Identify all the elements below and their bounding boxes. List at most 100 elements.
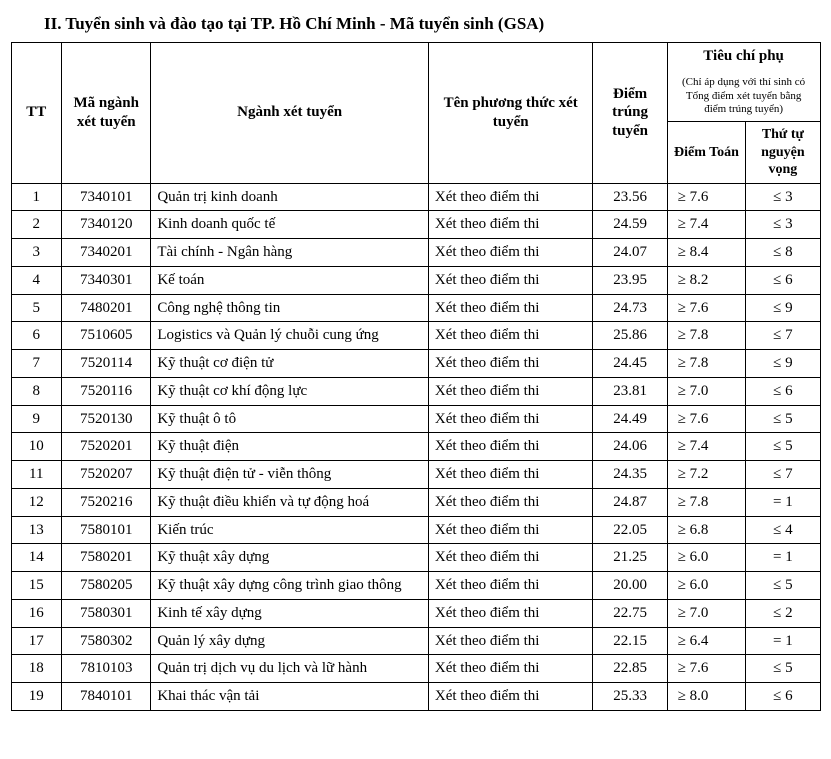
cell-tt: 5 (11, 294, 62, 322)
cell-pref: ≤ 3 (746, 211, 820, 239)
cell-code: 7520130 (62, 405, 151, 433)
cell-method: Xét theo điểm thi (428, 544, 593, 572)
cell-score: 24.49 (593, 405, 667, 433)
cell-method: Xét theo điểm thi (428, 211, 593, 239)
cell-score: 24.73 (593, 294, 667, 322)
cell-pref: ≤ 5 (746, 572, 820, 600)
table-body: 17340101Quản trị kinh doanhXét theo điểm… (11, 183, 820, 710)
cell-math: ≥ 7.2 (667, 461, 746, 489)
header-pref: Thứ tự nguyện vọng (746, 122, 820, 184)
cell-pref: ≤ 5 (746, 405, 820, 433)
cell-name: Kỹ thuật điện tử - viễn thông (151, 461, 429, 489)
cell-method: Xét theo điểm thi (428, 627, 593, 655)
cell-method: Xét theo điểm thi (428, 183, 593, 211)
criteria-caption-text: (Chỉ áp dụng với thí sinh có Tổng điểm x… (674, 74, 814, 117)
cell-pref: ≤ 7 (746, 322, 820, 350)
cell-math: ≥ 7.8 (667, 488, 746, 516)
header-method: Tên phương thức xét tuyển (428, 43, 593, 184)
cell-code: 7340301 (62, 266, 151, 294)
cell-name: Kiến trúc (151, 516, 429, 544)
cell-pref: ≤ 3 (746, 183, 820, 211)
cell-tt: 2 (11, 211, 62, 239)
cell-code: 7580201 (62, 544, 151, 572)
cell-name: Kỹ thuật điện (151, 433, 429, 461)
cell-code: 7580205 (62, 572, 151, 600)
cell-score: 22.85 (593, 655, 667, 683)
cell-name: Kinh tế xây dựng (151, 599, 429, 627)
cell-pref: = 1 (746, 544, 820, 572)
cell-method: Xét theo điểm thi (428, 461, 593, 489)
cell-math: ≥ 6.8 (667, 516, 746, 544)
cell-method: Xét theo điểm thi (428, 266, 593, 294)
cell-name: Quản trị dịch vụ du lịch và lữ hành (151, 655, 429, 683)
cell-score: 23.95 (593, 266, 667, 294)
cell-code: 7520216 (62, 488, 151, 516)
cell-math: ≥ 7.4 (667, 211, 746, 239)
cell-name: Kinh doanh quốc tế (151, 211, 429, 239)
cell-name: Kỹ thuật cơ điện tử (151, 350, 429, 378)
cell-score: 24.35 (593, 461, 667, 489)
cell-math: ≥ 7.8 (667, 350, 746, 378)
cell-pref: ≤ 8 (746, 239, 820, 267)
cell-code: 7340120 (62, 211, 151, 239)
table-head: TT Mã ngành xét tuyển Ngành xét tuyển Tê… (11, 43, 820, 184)
cell-method: Xét theo điểm thi (428, 683, 593, 711)
cell-method: Xét theo điểm thi (428, 377, 593, 405)
cell-math: ≥ 8.2 (667, 266, 746, 294)
cell-math: ≥ 7.4 (667, 433, 746, 461)
cell-tt: 9 (11, 405, 62, 433)
cell-method: Xét theo điểm thi (428, 655, 593, 683)
cell-score: 24.06 (593, 433, 667, 461)
cell-name: Kỹ thuật xây dựng (151, 544, 429, 572)
cell-tt: 11 (11, 461, 62, 489)
cell-tt: 1 (11, 183, 62, 211)
cell-tt: 7 (11, 350, 62, 378)
cell-name: Quản trị kinh doanh (151, 183, 429, 211)
cell-code: 7520116 (62, 377, 151, 405)
cell-pref: = 1 (746, 488, 820, 516)
cell-name: Kỹ thuật điều khiển và tự động hoá (151, 488, 429, 516)
cell-code: 7480201 (62, 294, 151, 322)
cell-math: ≥ 7.6 (667, 405, 746, 433)
cell-score: 22.75 (593, 599, 667, 627)
cell-name: Công nghệ thông tin (151, 294, 429, 322)
cell-code: 7520207 (62, 461, 151, 489)
table-row: 197840101Khai thác vận tảiXét theo điểm … (11, 683, 820, 711)
cell-score: 24.59 (593, 211, 667, 239)
cell-code: 7340201 (62, 239, 151, 267)
cell-score: 23.56 (593, 183, 667, 211)
cell-method: Xét theo điểm thi (428, 433, 593, 461)
cell-tt: 3 (11, 239, 62, 267)
cell-tt: 15 (11, 572, 62, 600)
table-row: 117520207Kỹ thuật điện tử - viễn thôngXé… (11, 461, 820, 489)
cell-name: Kỹ thuật xây dựng công trình giao thông (151, 572, 429, 600)
header-criteria-caption: (Chỉ áp dụng với thí sinh có Tổng điểm x… (667, 70, 820, 122)
cell-code: 7580302 (62, 627, 151, 655)
table-row: 37340201Tài chính - Ngân hàngXét theo đi… (11, 239, 820, 267)
cell-code: 7580101 (62, 516, 151, 544)
cell-math: ≥ 7.6 (667, 655, 746, 683)
header-score: Điểm trúng tuyển (593, 43, 667, 184)
cell-pref: = 1 (746, 627, 820, 655)
cell-tt: 17 (11, 627, 62, 655)
table-row: 67510605Logistics và Quản lý chuỗi cung … (11, 322, 820, 350)
header-row-1: TT Mã ngành xét tuyển Ngành xét tuyển Tê… (11, 43, 820, 70)
cell-math: ≥ 7.0 (667, 599, 746, 627)
table-row: 77520114Kỹ thuật cơ điện tửXét theo điểm… (11, 350, 820, 378)
cell-score: 20.00 (593, 572, 667, 600)
cell-name: Kỹ thuật ô tô (151, 405, 429, 433)
table-row: 97520130Kỹ thuật ô tôXét theo điểm thi24… (11, 405, 820, 433)
cell-pref: ≤ 7 (746, 461, 820, 489)
cell-pref: ≤ 6 (746, 683, 820, 711)
cell-method: Xét theo điểm thi (428, 322, 593, 350)
cell-score: 24.87 (593, 488, 667, 516)
cell-tt: 6 (11, 322, 62, 350)
cell-tt: 14 (11, 544, 62, 572)
table-row: 157580205Kỹ thuật xây dựng công trình gi… (11, 572, 820, 600)
cell-score: 22.05 (593, 516, 667, 544)
table-row: 147580201Kỹ thuật xây dựngXét theo điểm … (11, 544, 820, 572)
table-row: 107520201Kỹ thuật điệnXét theo điểm thi2… (11, 433, 820, 461)
cell-code: 7520201 (62, 433, 151, 461)
cell-math: ≥ 7.6 (667, 294, 746, 322)
cell-pref: ≤ 6 (746, 377, 820, 405)
